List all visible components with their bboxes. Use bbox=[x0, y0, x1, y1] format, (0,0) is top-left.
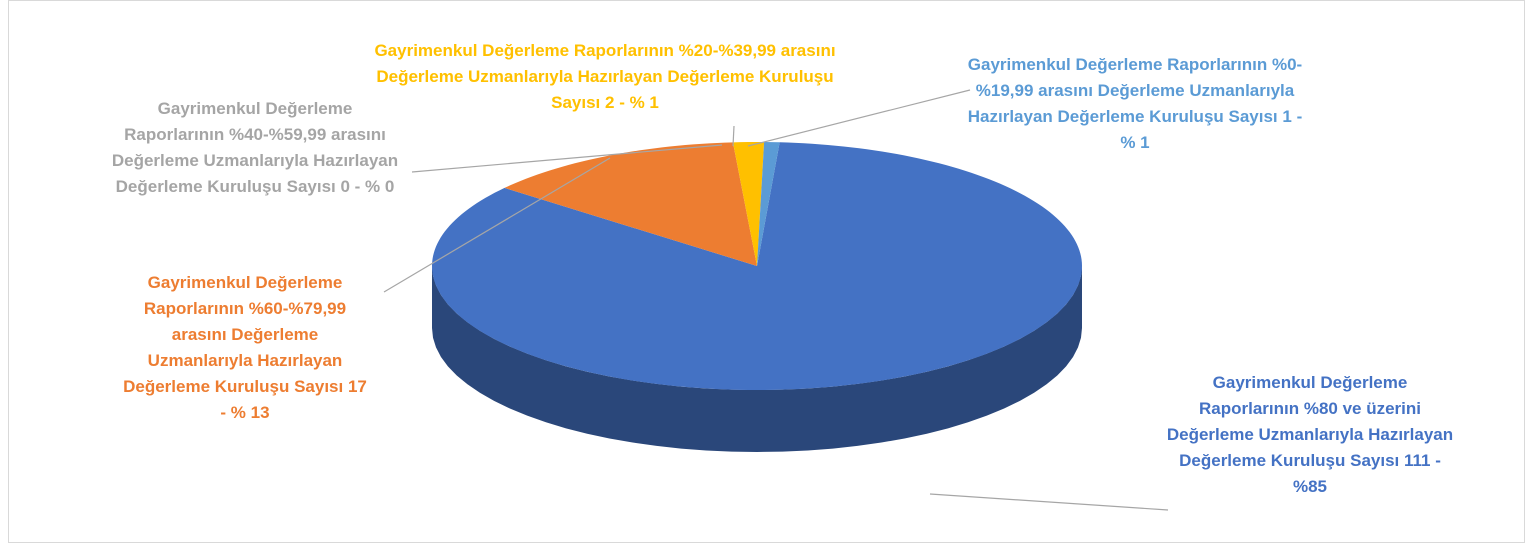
data-label: Gayrimenkul Değerleme Raporlarının %0-%1… bbox=[960, 52, 1310, 156]
leader-line bbox=[929, 493, 1169, 511]
slice-side bbox=[432, 266, 1082, 452]
data-label: Gayrimenkul Değerleme Raporlarının %80 v… bbox=[1165, 370, 1455, 500]
slice bbox=[504, 142, 757, 266]
category-label: Gayrimenkul Değerleme Raporlarının %40-%… bbox=[111, 99, 399, 196]
category-label: Gayrimenkul Değerleme Raporlarının %20-%… bbox=[374, 41, 836, 112]
value-label: 2 - % 1 bbox=[605, 93, 659, 112]
value-label: 0 - % 0 bbox=[340, 177, 395, 196]
value-label: 111 - %85 bbox=[1292, 451, 1441, 496]
leader-line bbox=[747, 89, 971, 147]
data-label: Gayrimenkul Değerleme Raporlarının %20-%… bbox=[370, 38, 840, 116]
category-label: Gayrimenkul Değerleme Raporlarının %80 v… bbox=[1166, 373, 1454, 470]
value-label: 17 - % 13 bbox=[220, 377, 367, 422]
leader-line bbox=[383, 157, 611, 293]
data-label: Gayrimenkul Değerleme Raporlarının %40-%… bbox=[110, 96, 400, 200]
pie bbox=[432, 142, 1082, 452]
slice bbox=[757, 142, 780, 266]
category-label: Gayrimenkul Değerleme Raporlarının %60-%… bbox=[123, 273, 347, 396]
data-label: Gayrimenkul Değerleme Raporlarının %60-%… bbox=[120, 270, 370, 426]
category-label: Gayrimenkul Değerleme Raporlarının %0-%1… bbox=[967, 55, 1303, 126]
leader-line bbox=[411, 144, 723, 173]
value-label: 1 - % 1 bbox=[1120, 107, 1303, 152]
slice bbox=[432, 142, 1082, 390]
slice bbox=[732, 142, 765, 266]
leader-line bbox=[732, 125, 735, 147]
